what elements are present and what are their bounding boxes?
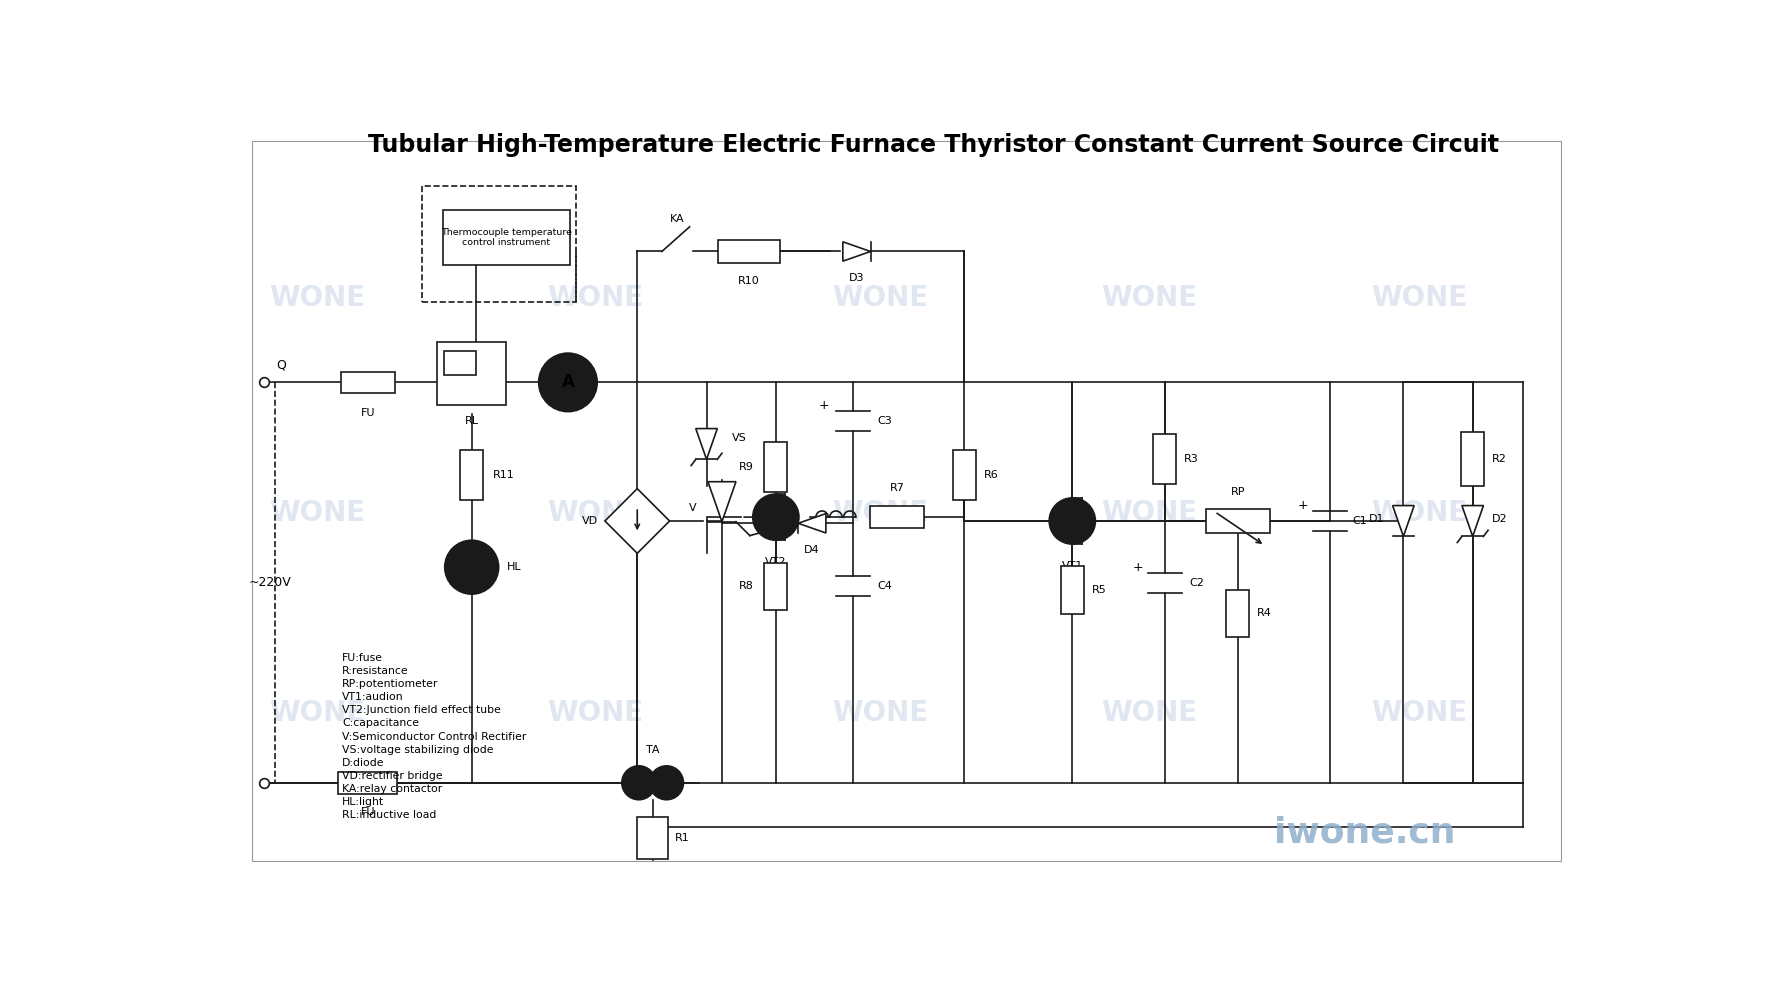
Circle shape xyxy=(445,541,498,594)
Circle shape xyxy=(470,211,481,222)
Circle shape xyxy=(622,766,656,800)
Text: WONE: WONE xyxy=(546,499,643,528)
Bar xyxy=(444,351,477,375)
Text: C4: C4 xyxy=(878,581,892,591)
Text: C2: C2 xyxy=(1189,577,1205,587)
Circle shape xyxy=(753,494,799,541)
Text: D3: D3 xyxy=(848,274,864,284)
Polygon shape xyxy=(799,514,825,533)
Text: C3: C3 xyxy=(878,416,892,426)
Text: D:diode: D:diode xyxy=(343,758,385,768)
Text: R3: R3 xyxy=(1184,454,1200,464)
Text: WONE: WONE xyxy=(832,499,928,528)
Text: R6: R6 xyxy=(984,470,998,480)
Text: VD: VD xyxy=(581,516,597,526)
Bar xyxy=(765,442,788,492)
Text: FU:fuse: FU:fuse xyxy=(343,653,383,663)
Bar xyxy=(638,817,668,859)
Bar xyxy=(1154,434,1177,484)
Text: Thermocouple temperature
control instrument: Thermocouple temperature control instrum… xyxy=(440,228,573,247)
Circle shape xyxy=(650,766,684,800)
Text: VT2: VT2 xyxy=(765,557,786,566)
Text: RP:potentiometer: RP:potentiometer xyxy=(343,680,438,689)
Text: +: + xyxy=(1133,560,1143,573)
Text: R4: R4 xyxy=(1258,608,1272,618)
Text: Q: Q xyxy=(277,359,286,372)
Text: RL: RL xyxy=(465,416,479,426)
Text: A: A xyxy=(562,373,574,392)
Polygon shape xyxy=(1392,506,1414,537)
Bar xyxy=(869,506,924,528)
Polygon shape xyxy=(709,482,737,522)
Text: HL:light: HL:light xyxy=(343,797,385,807)
Text: R10: R10 xyxy=(739,276,760,286)
Bar xyxy=(444,210,571,265)
Bar xyxy=(339,772,398,794)
Text: ~220V: ~220V xyxy=(249,576,292,589)
Text: FU: FU xyxy=(360,807,375,817)
Circle shape xyxy=(539,353,597,412)
Text: VD:rectifier bridge: VD:rectifier bridge xyxy=(343,771,444,781)
Text: RL:inductive load: RL:inductive load xyxy=(343,810,436,820)
Text: D2: D2 xyxy=(1491,515,1507,525)
Text: WONE: WONE xyxy=(832,699,928,727)
Text: KA: KA xyxy=(670,214,684,224)
Text: VS:voltage stabilizing diode: VS:voltage stabilizing diode xyxy=(343,745,493,755)
Text: WONE: WONE xyxy=(832,284,928,311)
Text: D4: D4 xyxy=(804,546,820,556)
Text: WONE: WONE xyxy=(270,284,366,311)
Bar xyxy=(1060,566,1083,614)
Text: V: V xyxy=(689,503,696,513)
Circle shape xyxy=(1050,498,1096,544)
Text: FU: FU xyxy=(360,408,375,419)
Text: RP: RP xyxy=(1230,487,1246,497)
Text: WONE: WONE xyxy=(1101,284,1198,311)
Text: R7: R7 xyxy=(889,483,905,493)
Text: VT1:audion: VT1:audion xyxy=(343,692,405,702)
Text: V:Semiconductor Control Rectifier: V:Semiconductor Control Rectifier xyxy=(343,731,527,742)
Bar xyxy=(717,240,779,263)
Text: R5: R5 xyxy=(1092,585,1106,595)
Text: Tubular High-Temperature Electric Furnace Thyristor Constant Current Source Circ: Tubular High-Temperature Electric Furnac… xyxy=(368,133,1498,157)
Bar xyxy=(436,341,507,405)
Text: R1: R1 xyxy=(675,833,689,843)
Bar xyxy=(341,372,394,393)
Text: +: + xyxy=(818,399,829,412)
Text: WONE: WONE xyxy=(270,699,366,727)
Text: KA:relay contactor: KA:relay contactor xyxy=(343,784,442,794)
Polygon shape xyxy=(696,429,717,459)
Text: R:resistance: R:resistance xyxy=(343,667,408,677)
Text: VT2:Junction field effect tube: VT2:Junction field effect tube xyxy=(343,705,502,715)
Text: HL: HL xyxy=(507,562,521,572)
Text: D1: D1 xyxy=(1369,515,1384,525)
Bar xyxy=(952,449,975,500)
Text: R8: R8 xyxy=(739,581,755,591)
Text: R2: R2 xyxy=(1491,454,1507,464)
Bar xyxy=(1461,433,1484,486)
Bar xyxy=(459,449,482,500)
Text: iwone.cn: iwone.cn xyxy=(1274,815,1456,850)
Polygon shape xyxy=(604,489,670,554)
Text: +: + xyxy=(1299,499,1309,512)
Text: VS: VS xyxy=(732,433,746,442)
Text: WONE: WONE xyxy=(1101,699,1198,727)
Text: WONE: WONE xyxy=(546,699,643,727)
Text: R9: R9 xyxy=(739,462,755,472)
Bar xyxy=(1226,589,1249,637)
Text: VT1: VT1 xyxy=(1062,560,1083,570)
Text: WONE: WONE xyxy=(546,284,643,311)
Text: C:capacitance: C:capacitance xyxy=(343,718,419,728)
Bar xyxy=(765,562,788,610)
Text: WONE: WONE xyxy=(1371,699,1467,727)
Bar xyxy=(1205,510,1270,533)
Text: C1: C1 xyxy=(1352,516,1368,526)
Polygon shape xyxy=(1461,506,1484,537)
Text: WONE: WONE xyxy=(1101,499,1198,528)
Text: R11: R11 xyxy=(493,470,514,480)
Text: WONE: WONE xyxy=(1371,284,1467,311)
Polygon shape xyxy=(843,242,871,261)
Text: WONE: WONE xyxy=(1371,499,1467,528)
Text: WONE: WONE xyxy=(270,499,366,528)
Text: TA: TA xyxy=(647,745,659,756)
